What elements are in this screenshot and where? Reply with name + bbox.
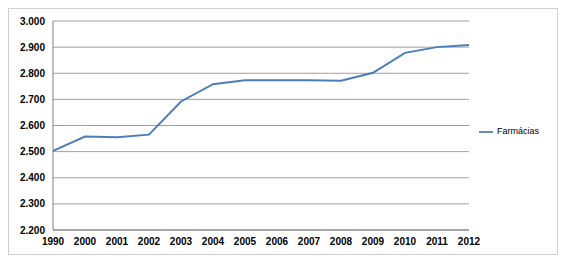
svg-text:2.400: 2.400 [20, 172, 45, 183]
svg-text:2000: 2000 [74, 236, 97, 247]
svg-text:2.600: 2.600 [20, 120, 45, 131]
svg-text:2.900: 2.900 [20, 42, 45, 53]
svg-text:1990: 1990 [42, 236, 65, 247]
svg-text:2001: 2001 [106, 236, 129, 247]
svg-text:2.800: 2.800 [20, 68, 45, 79]
svg-text:2003: 2003 [170, 236, 193, 247]
svg-text:2004: 2004 [202, 236, 225, 247]
svg-text:2007: 2007 [298, 236, 321, 247]
svg-text:2011: 2011 [426, 236, 448, 247]
svg-text:2008: 2008 [330, 236, 353, 247]
svg-text:3.000: 3.000 [20, 16, 45, 27]
svg-text:2.200: 2.200 [20, 225, 45, 236]
svg-text:2005: 2005 [234, 236, 257, 247]
svg-text:2010: 2010 [394, 236, 417, 247]
svg-text:2002: 2002 [138, 236, 161, 247]
svg-text:2.700: 2.700 [20, 94, 45, 105]
html-text:Farmácias: Farmácias [497, 125, 539, 136]
svg-text:2006: 2006 [266, 236, 289, 247]
svg-text:2012: 2012 [458, 236, 481, 247]
svg-text:2009: 2009 [362, 236, 385, 247]
svg-text:2.300: 2.300 [20, 198, 45, 209]
svg-text:2.500: 2.500 [20, 146, 45, 157]
